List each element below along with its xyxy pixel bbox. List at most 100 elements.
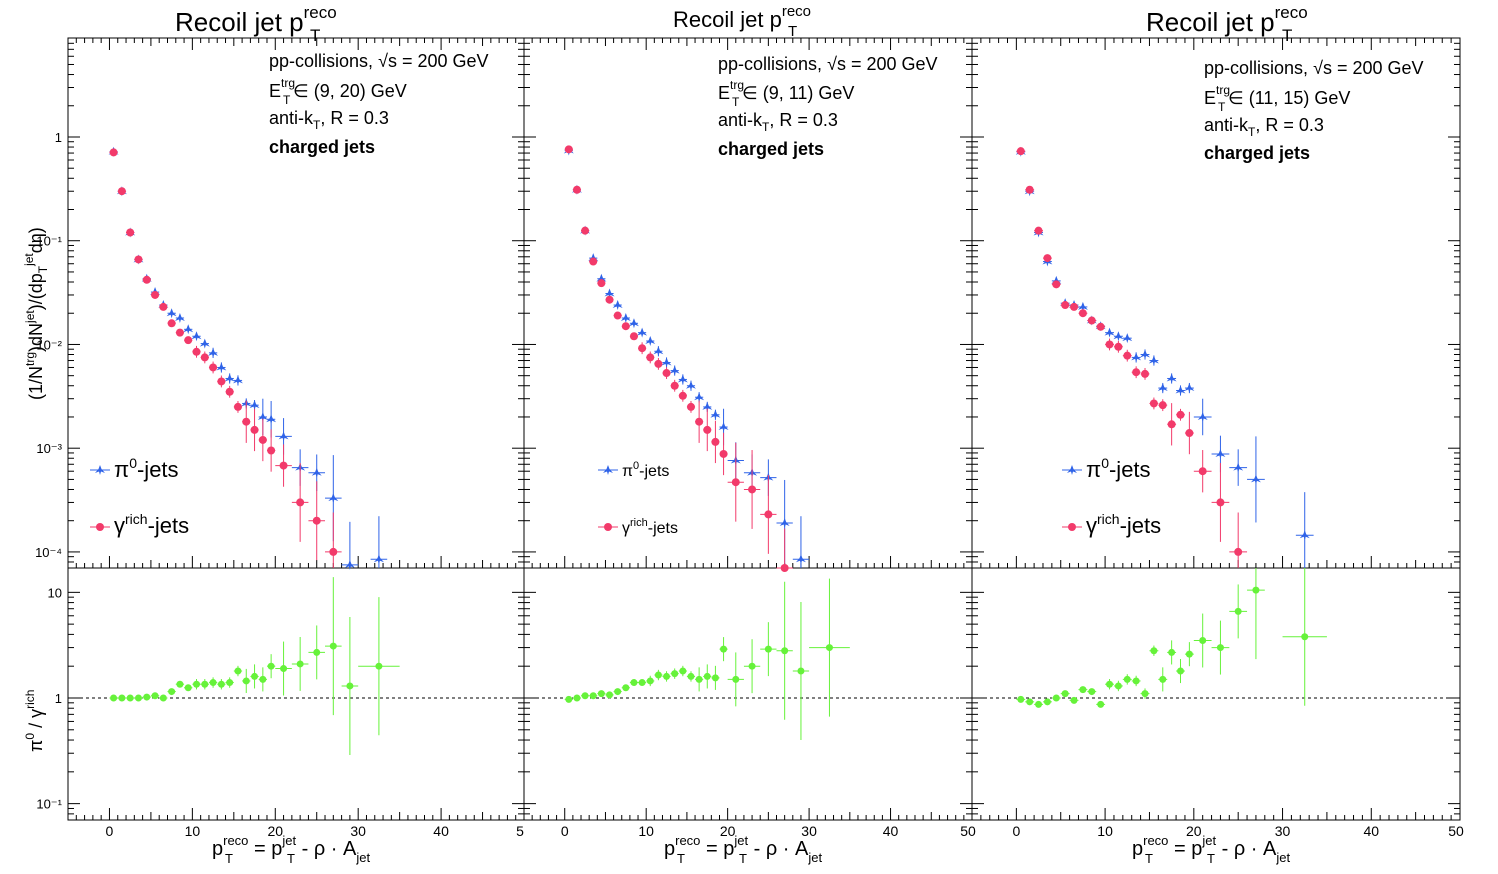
- ratio-point: [168, 688, 176, 696]
- pi0-point: [620, 312, 631, 323]
- legend-sup: rich: [1097, 511, 1120, 527]
- gamma-point: [134, 255, 143, 264]
- annotation-algorithm: anti-kT, R = 0.3: [269, 108, 389, 132]
- title-base: Recoil jet p: [1146, 7, 1275, 37]
- ratio-point: [226, 679, 234, 687]
- pi0-point: [373, 554, 384, 565]
- annotation-text: pp-collisions,: [718, 54, 822, 74]
- pi0-point: [1299, 530, 1310, 541]
- ratio-point: [1150, 647, 1158, 655]
- ratio-point: [1106, 680, 1114, 688]
- legend-sup: 0: [633, 460, 639, 472]
- xlabel-sup1: reco: [675, 833, 700, 848]
- gamma-point: [1149, 399, 1158, 408]
- pi0-point: [645, 335, 656, 346]
- title-panel-1: Recoil jet preco: [175, 3, 337, 37]
- x-axis-label-2: preco = pjet - ρ · Ajet T T: [664, 833, 822, 866]
- ratio-point: [1088, 688, 1096, 696]
- pi0-point: [183, 324, 194, 335]
- annotation-ak: anti-k: [269, 108, 314, 128]
- pi0-point: [216, 362, 227, 373]
- pi0-point: [199, 338, 210, 349]
- gamma-point: [589, 257, 598, 266]
- annotation-e-sub: T: [283, 93, 291, 107]
- annotation-energy: = 200 GeV: [1337, 58, 1424, 78]
- pi0-point: [1104, 327, 1115, 338]
- ratio-y-tick-label: 10: [48, 585, 62, 600]
- legend-sup: 0: [129, 455, 137, 471]
- legend-pi0-marker: [95, 465, 105, 475]
- ratio-point: [1252, 586, 1260, 594]
- gamma-point: [605, 295, 614, 304]
- annotation-e-sup: trg: [281, 76, 295, 90]
- gamma-point: [233, 402, 242, 411]
- ratio-point: [748, 662, 756, 670]
- pi0-point: [1140, 349, 1151, 360]
- ratio-point: [1132, 677, 1140, 685]
- ratio-point: [671, 670, 679, 678]
- ratio-point: [565, 695, 573, 703]
- pi0-point: [795, 554, 806, 565]
- ratio-point: [573, 694, 581, 702]
- title-panel-3: Recoil jet preco: [1146, 3, 1308, 37]
- gamma-point: [1185, 429, 1194, 438]
- legend-suffix: -jets: [148, 513, 190, 538]
- ratio-point: [1070, 696, 1078, 704]
- gamma-point: [126, 228, 135, 237]
- gamma-point: [250, 425, 259, 434]
- gamma-point: [192, 347, 201, 356]
- ratio-point: [151, 692, 159, 700]
- x-tick-label: 50: [1448, 823, 1464, 839]
- annotation-e: E: [1204, 88, 1216, 108]
- legend-base: γ: [622, 520, 630, 537]
- pi0-point: [661, 357, 672, 368]
- pi0-point: [278, 431, 289, 442]
- ratio-point: [234, 667, 242, 675]
- x-tick-label: 20: [267, 823, 283, 839]
- ratio-point: [251, 672, 259, 680]
- x-tick-label: 0: [106, 823, 114, 839]
- legend-pi0-marker: [1067, 465, 1077, 475]
- gamma-point: [1034, 226, 1043, 235]
- annotation-sqrt: √s: [827, 54, 846, 74]
- legend-gamma-label: γrich-jets: [114, 511, 189, 538]
- gamma-point: [572, 185, 581, 194]
- ratio-y-tick-label: 1: [55, 691, 62, 706]
- gamma-point: [719, 449, 728, 458]
- pi0-point: [249, 400, 260, 411]
- gamma-point: [1114, 342, 1123, 351]
- annotation-ak: anti-k: [718, 110, 763, 130]
- ratio-point: [695, 675, 703, 683]
- ratio-point: [217, 680, 225, 688]
- ratio-point: [159, 694, 167, 702]
- pi0-point: [166, 308, 177, 319]
- gamma-point: [686, 402, 695, 411]
- gamma-point: [764, 510, 773, 519]
- gamma-point: [279, 461, 288, 470]
- x-axis-label-1: preco = pjet - ρ · Ajet T T: [212, 833, 370, 866]
- gamma-point: [267, 446, 276, 455]
- ratio-point: [797, 667, 805, 675]
- title-sub-3: T: [1282, 26, 1292, 45]
- gamma-point: [1070, 302, 1079, 311]
- panel-titles: Recoil jet preco T Recoil jet preco T Re…: [175, 3, 1308, 45]
- ylabel-mid: )dN: [26, 323, 46, 352]
- x-axis-label-3: preco = pjet - ρ · Ajet T T: [1132, 833, 1290, 866]
- pi0-point: [710, 409, 721, 420]
- y-axis-label-text: (1/Ntrg)dNjet)/(dpTjetdη): [22, 227, 50, 400]
- pi0-point: [257, 411, 268, 422]
- xlabel-sub3: jet: [807, 850, 822, 865]
- annotation-text: pp-collisions,: [269, 51, 373, 71]
- annotation-charged: charged jets: [718, 139, 824, 159]
- gamma-point: [117, 187, 126, 196]
- legend-suffix: -jets: [648, 520, 678, 537]
- annotation-sqrt: √s: [1313, 58, 1332, 78]
- ratio-point: [1177, 667, 1185, 675]
- gamma-point: [1052, 280, 1061, 289]
- gamma-point: [1105, 340, 1114, 349]
- gamma-point: [151, 290, 160, 299]
- title-base: Recoil jet p: [175, 7, 304, 37]
- pi0-point: [677, 374, 688, 385]
- legend-sup: 0: [1101, 455, 1109, 471]
- pi0-point: [1184, 383, 1195, 394]
